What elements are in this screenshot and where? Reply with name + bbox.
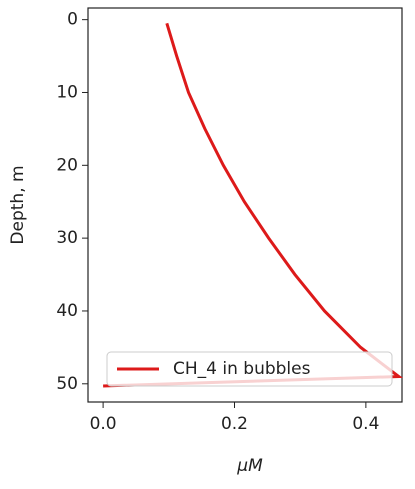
x-axis-label: μM <box>236 456 263 476</box>
y-tick-label: 20 <box>56 155 78 175</box>
x-tick-label: 0.2 <box>221 414 248 434</box>
y-tick-label: 30 <box>56 228 78 248</box>
y-tick-label: 10 <box>56 82 78 102</box>
x-tick-label: 0.0 <box>90 414 117 434</box>
plot-frame <box>87 7 403 403</box>
line <box>103 22 403 388</box>
legend-box <box>106 351 393 387</box>
y-tick-label: 0 <box>67 10 78 30</box>
y-tick-label: 40 <box>56 301 78 321</box>
y-axis-label: Depth, m <box>8 165 28 244</box>
legend-label: CH_4 in bubbles <box>173 359 311 379</box>
y-tick-label: 50 <box>56 374 78 394</box>
x-tick-label: 0.4 <box>352 414 379 434</box>
